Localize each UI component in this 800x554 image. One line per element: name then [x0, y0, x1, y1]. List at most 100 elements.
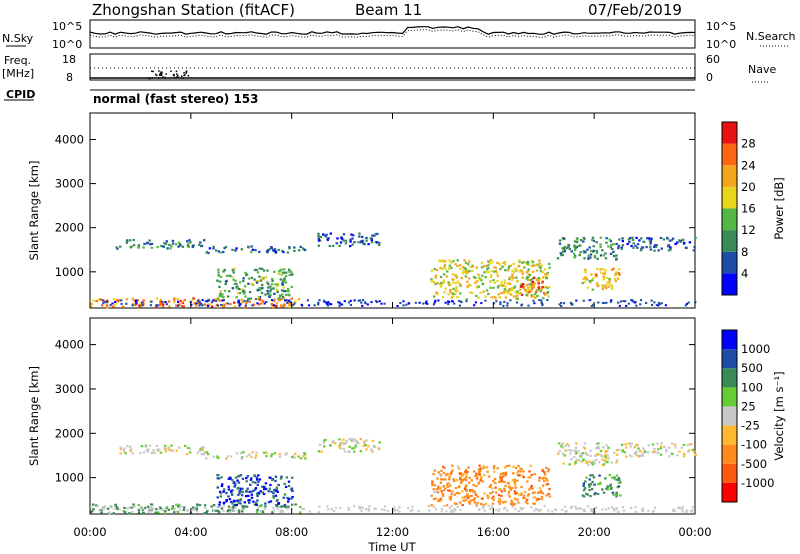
echo-cell — [432, 488, 435, 491]
echo-cell — [611, 247, 614, 251]
echo-cell — [425, 300, 428, 303]
echo-cell — [575, 507, 578, 510]
echo-cell — [519, 470, 522, 473]
echo-cell — [199, 447, 202, 450]
echo-cell — [613, 451, 616, 454]
echo-cell — [347, 450, 350, 453]
echo-cell — [461, 474, 464, 477]
echo-cell — [504, 484, 507, 487]
echo-cell — [394, 508, 397, 511]
echo-cell — [150, 510, 153, 513]
echo-cell — [103, 505, 107, 508]
echo-cell — [539, 489, 543, 492]
echo-cell — [452, 510, 455, 513]
echo-cell — [262, 300, 265, 303]
echo-cell — [217, 477, 221, 480]
echo-cell — [525, 271, 529, 274]
echo-cell — [474, 281, 477, 284]
echo-cell — [235, 282, 238, 285]
echo-cell — [543, 505, 546, 508]
echo-cell — [220, 304, 223, 306]
echo-cell — [279, 477, 283, 480]
echo-cell — [247, 277, 251, 280]
echo-cell — [192, 297, 195, 300]
echo-cell — [671, 237, 675, 240]
echo-cell — [252, 303, 256, 306]
echo-cell — [599, 236, 602, 239]
echo-cell — [450, 266, 453, 270]
echo-cell — [529, 464, 532, 467]
echo-cell — [286, 301, 289, 304]
echo-cell — [219, 275, 223, 278]
echo-cell — [511, 505, 514, 508]
echo-cell — [431, 480, 434, 483]
echo-cell — [591, 236, 595, 239]
echo-cell — [566, 443, 569, 446]
nave-point — [177, 76, 180, 78]
echo-cell — [602, 275, 606, 278]
echo-cell — [297, 455, 300, 458]
echo-cell — [498, 488, 501, 491]
echo-cell — [588, 280, 592, 283]
echo-cell — [255, 268, 258, 272]
echo-cell — [244, 295, 247, 298]
echo-cell — [155, 304, 158, 307]
echo-cell — [228, 507, 232, 510]
echo-cell — [323, 300, 326, 303]
echo-cell — [622, 300, 625, 302]
echo-cell — [463, 259, 466, 262]
echo-cell — [507, 282, 510, 286]
echo-cell — [494, 266, 497, 269]
echo-cell — [607, 285, 610, 288]
echo-cell — [378, 300, 381, 303]
echo-cell — [139, 305, 143, 308]
echo-cell — [190, 299, 193, 302]
echo-cell — [452, 292, 455, 295]
echo-cell — [109, 304, 112, 307]
echo-cell — [326, 237, 329, 240]
echo-cell — [589, 256, 592, 259]
echo-cell — [258, 267, 262, 270]
echo-cell — [528, 288, 531, 292]
echo-cell — [634, 511, 637, 513]
echo-cell — [264, 507, 267, 510]
echo-cell — [537, 286, 540, 289]
echo-cell — [196, 503, 199, 507]
echo-cell — [508, 292, 511, 295]
echo-cell — [583, 447, 587, 450]
echo-cell — [90, 506, 93, 509]
echo-cell — [511, 269, 514, 272]
echo-cell — [191, 244, 195, 247]
echo-cell — [494, 297, 497, 300]
echo-cell — [99, 510, 102, 513]
echo-cell — [608, 280, 611, 283]
echo-cell — [264, 505, 267, 508]
nave-point — [165, 73, 167, 75]
echo-cell — [478, 471, 481, 474]
echo-cell — [276, 498, 279, 501]
echo-cell — [243, 291, 246, 294]
echo-cell — [103, 506, 106, 509]
echo-cell — [293, 302, 296, 305]
echo-cell — [604, 450, 608, 453]
echo-cell — [454, 487, 458, 490]
echo-cell — [168, 305, 171, 308]
echo-cell — [511, 479, 515, 482]
echo-cell — [365, 508, 368, 511]
echo-cell — [609, 252, 613, 255]
echo-cell — [684, 304, 687, 307]
echo-cell — [116, 247, 119, 250]
echo-cell — [609, 483, 612, 486]
echo-cell — [203, 504, 207, 507]
echo-cell — [246, 299, 249, 302]
echo-cell — [604, 453, 607, 456]
echo-cell — [450, 509, 453, 512]
echo-cell — [592, 249, 595, 252]
echo-cell — [142, 246, 145, 249]
echo-cell — [517, 493, 520, 496]
echo-cell — [475, 477, 479, 480]
echo-cell — [502, 501, 505, 504]
echo-cell — [183, 506, 186, 509]
echo-cell — [349, 304, 352, 306]
echo-cell — [237, 493, 240, 496]
